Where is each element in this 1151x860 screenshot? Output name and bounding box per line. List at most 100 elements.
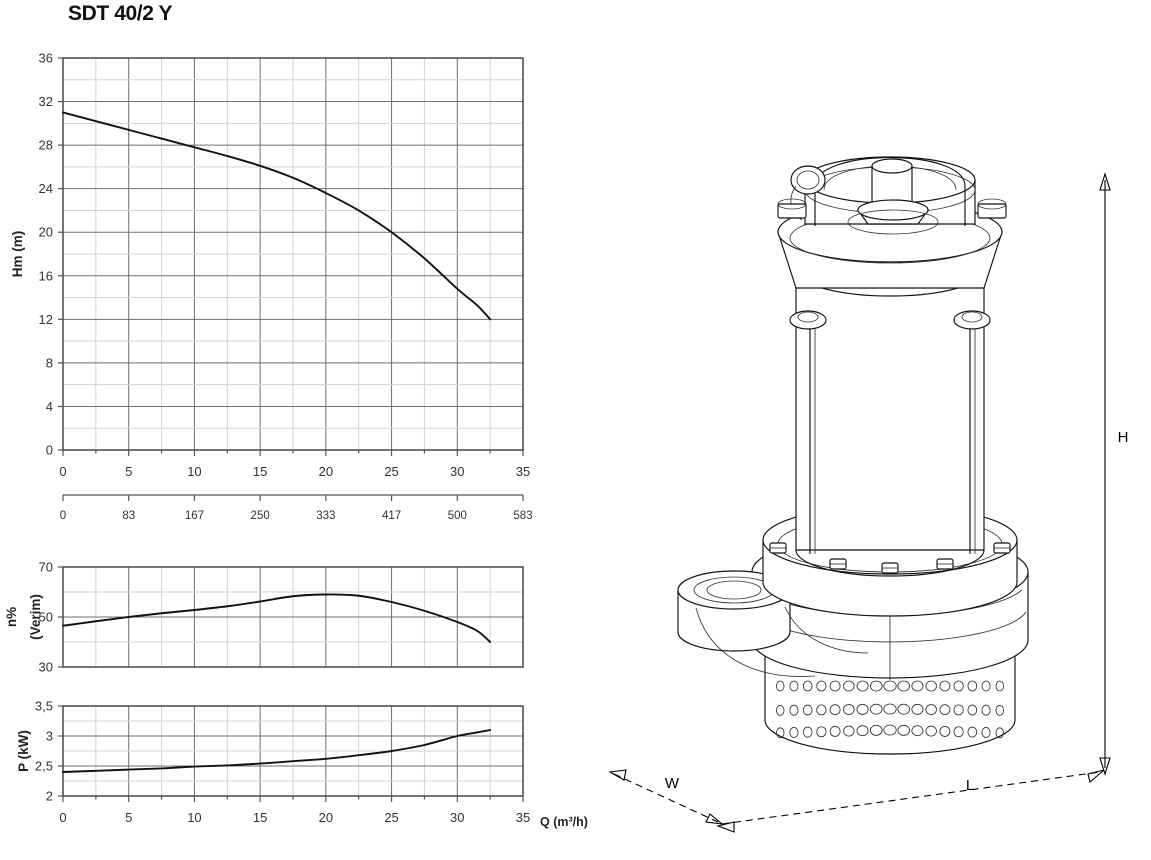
y-tick-label: 8 (46, 355, 53, 370)
x-tick-label: 20 (319, 810, 333, 825)
y-tick-label: 2 (46, 789, 53, 804)
top-discharge-stub-face (871, 158, 913, 174)
top-stub-base-ring (847, 209, 939, 235)
strainer-hole (911, 680, 924, 692)
secondary-tick-label: 500 (448, 510, 467, 522)
strainer-hole (995, 727, 1004, 739)
shoulder-bolt-head (777, 198, 807, 210)
shoulder-bolt-pad (977, 203, 1007, 219)
strainer-hole (897, 703, 911, 715)
strainer-hole (802, 704, 813, 716)
strainer-hole (925, 704, 937, 715)
secondary-tick-label: 417 (382, 510, 401, 522)
strainer-hole (789, 680, 799, 692)
x-tick-label: 25 (384, 464, 398, 479)
strainer-hole (829, 725, 841, 737)
strainer-hole (869, 680, 883, 692)
head-curve-panel: 0 4 8 12 16 20 24 28 32 36 0 5 10 15 20 25 30 35 Hm (m) 0 83… (0, 40, 600, 540)
strainer-hole (816, 704, 827, 716)
power-curve-panel: 2 2,5 3 3,5 0 5 10 15 20 25 30 35 P (kW) Q (m³/h) (0, 690, 620, 860)
discharge-neck-upper (784, 606, 869, 654)
strainer-hole (967, 726, 978, 738)
shoulder-bolt-head (977, 198, 1007, 210)
secondary-tick-label: 83 (122, 510, 135, 522)
cable-gland (790, 165, 826, 195)
strainer-hole (816, 680, 827, 692)
secondary-tick-label: 333 (316, 510, 335, 522)
x-tick-label: 15 (253, 810, 267, 825)
strainer-hole (967, 680, 978, 692)
dimension-annotations: H W L (608, 172, 1129, 833)
strainer-hole (897, 724, 911, 736)
strainer-hole (829, 680, 841, 692)
x-tick-label: 10 (187, 464, 201, 479)
strainer-hole (883, 680, 897, 692)
strainer-hole (802, 726, 813, 738)
y-tick-label: 36 (39, 51, 53, 66)
arrowhead-width-left (608, 769, 627, 781)
strainer-hole (856, 680, 869, 692)
head-axis-title: Hm (m) (10, 231, 25, 278)
y-tick-label: 4 (46, 399, 53, 414)
x-tick-label: 0 (59, 810, 66, 825)
strainer-hole (953, 704, 964, 716)
arrowhead-length-right (1087, 769, 1105, 783)
cable-gland-inner (796, 170, 820, 190)
efficiency-axis-title-1: n% (4, 607, 19, 627)
strainer-hole (856, 725, 869, 737)
y-tick-label: 16 (39, 268, 53, 283)
y-tick-label: 20 (39, 225, 53, 240)
strainer-hole (897, 680, 911, 692)
strainer-hole (939, 704, 951, 716)
y-tick-label: 32 (39, 94, 53, 109)
x-tick-label: 35 (516, 810, 530, 825)
page-title: SDT 40/2 Y (68, 2, 173, 25)
mid-bolt-boss (953, 310, 991, 330)
x-tick-label: 15 (253, 464, 267, 479)
x-tick-label: 5 (125, 810, 132, 825)
strainer-hole (883, 703, 897, 715)
y-tick-label: 0 (46, 443, 53, 458)
strainer-hole (939, 680, 951, 692)
x-tick-label: 30 (450, 464, 464, 479)
strainer-hole (925, 680, 937, 692)
strainer-hole (967, 704, 978, 716)
width-dimension-label: W (665, 775, 680, 792)
strainer-hole (843, 725, 855, 737)
efficiency-curve-panel: 30 50 70 n% (Verim) (0, 555, 600, 690)
pump-assembly-drawing: H W L (600, 120, 1151, 860)
x-tick-label: 10 (187, 810, 201, 825)
y-tick-label: 3 (46, 729, 53, 744)
y-tick-label: 2,5 (35, 759, 53, 774)
x-tick-label: 25 (384, 810, 398, 825)
strainer-hole (776, 727, 785, 739)
strainer-hole (981, 680, 991, 692)
strainer-hole (856, 703, 869, 715)
strainer-hole (789, 727, 799, 738)
x-tick-label: 20 (319, 464, 333, 479)
x-tick-label: 35 (516, 464, 530, 479)
head-grid (62, 57, 524, 451)
discharge-neck-lower (695, 607, 816, 677)
power-grid (62, 705, 524, 797)
strainer-hole (925, 725, 937, 737)
arrowhead-width-right (705, 813, 724, 825)
strainer-hole (981, 727, 991, 738)
length-dimension-label: L (966, 777, 974, 794)
head-curve-line (62, 111, 492, 321)
strainer-hole (776, 704, 785, 716)
height-dimension-label: H (1118, 429, 1129, 446)
power-curve-line (62, 729, 492, 773)
strainer-hole (829, 704, 841, 716)
efficiency-axis-title-2: (Verim) (28, 594, 43, 640)
power-axis-title: P (kW) (16, 730, 31, 772)
dimension-line-length (721, 771, 1101, 825)
pump-body-group (677, 156, 1029, 755)
strainer-hole (843, 704, 855, 715)
strainer-hole (995, 704, 1004, 716)
x-tick-label: 30 (450, 810, 464, 825)
mid-bolt-head (797, 311, 819, 323)
y-tick-label: 24 (39, 181, 53, 196)
strainer-hole (789, 704, 799, 716)
strainer-hole (911, 725, 924, 737)
